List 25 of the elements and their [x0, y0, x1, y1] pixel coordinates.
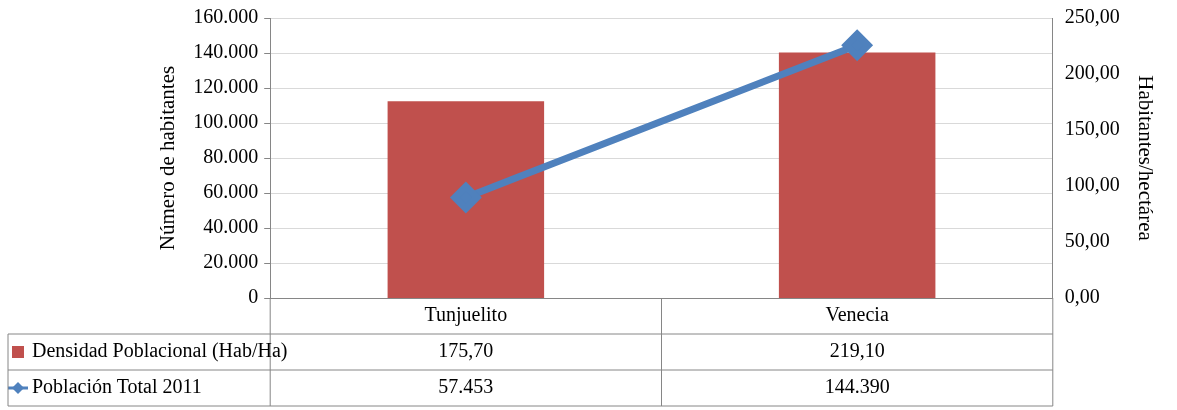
y-tick-label: 160.000	[193, 5, 259, 28]
y-tick-label: 20.000	[203, 250, 259, 273]
y2-tick-label: 250,00	[1064, 5, 1120, 28]
data-label: 219,10	[829, 339, 885, 362]
y2-tick-label: 200,00	[1064, 61, 1120, 84]
data-label: 175,70	[438, 339, 494, 362]
data-label: 57.453	[438, 375, 494, 398]
legend-label: Población Total 2011	[32, 375, 202, 398]
y-axis-title: Número de habitantes	[155, 65, 180, 251]
legend-label: Densidad Poblacional (Hab/Ha)	[32, 339, 288, 363]
y-tick-label: 40.000	[203, 215, 259, 238]
y-tick-label: 80.000	[203, 145, 259, 168]
x-tick-label: Venecia	[825, 303, 889, 326]
y-tick-label: 100.000	[193, 110, 259, 133]
y2-axis-title: Habitantes/hectárea	[1133, 75, 1158, 242]
y-tick-label: 60.000	[203, 180, 259, 203]
y-tick-label: 0	[248, 285, 259, 308]
data-label: 144.390	[824, 375, 890, 398]
y2-tick-label: 100,00	[1064, 173, 1120, 196]
y2-tick-label: 150,00	[1064, 117, 1120, 140]
x-tick-label: Tunjuelito	[424, 303, 508, 327]
y-tick-label: 120.000	[193, 75, 259, 98]
y-tick-label: 140.000	[193, 40, 259, 63]
y2-tick-label: 50,00	[1064, 229, 1110, 252]
y2-tick-label: 0,00	[1064, 285, 1100, 308]
